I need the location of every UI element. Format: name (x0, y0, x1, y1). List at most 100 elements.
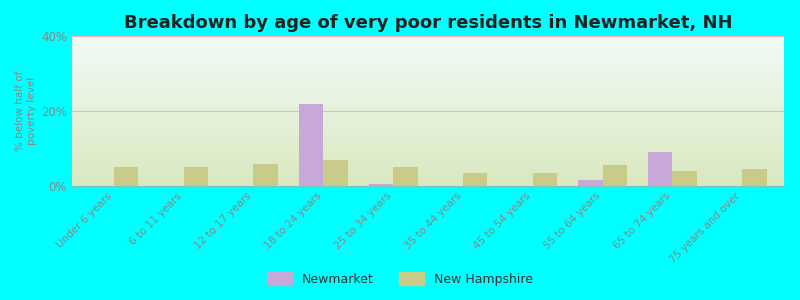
Bar (72, 150, 784, 152)
Bar (72, 184, 784, 186)
Bar (72, 172, 784, 174)
Bar (393, 167, 418, 186)
Bar (72, 93, 784, 94)
Bar (72, 158, 784, 159)
Bar (72, 117, 784, 118)
Bar (72, 183, 784, 184)
Bar (72, 69, 784, 70)
Bar (72, 92, 784, 93)
Bar (72, 76, 784, 78)
Bar (72, 50, 784, 51)
Bar (72, 82, 784, 84)
Bar (72, 167, 784, 168)
Bar (72, 45, 784, 46)
Bar (72, 140, 784, 141)
Bar (72, 129, 784, 130)
Bar (72, 123, 784, 124)
Bar (72, 84, 784, 86)
Bar (72, 120, 784, 122)
Bar (72, 42, 784, 44)
Bar (254, 164, 278, 186)
Bar (323, 160, 348, 186)
Bar (72, 180, 784, 182)
Bar (72, 105, 784, 106)
Bar (72, 136, 784, 138)
Bar (72, 54, 784, 56)
Bar (72, 171, 784, 172)
Bar (72, 88, 784, 90)
Bar (72, 63, 784, 64)
Bar (72, 108, 784, 110)
Bar (299, 103, 323, 186)
Bar (72, 156, 784, 158)
Bar (72, 48, 784, 50)
Bar (72, 99, 784, 100)
Bar (72, 135, 784, 136)
Bar (72, 114, 784, 116)
Bar (369, 184, 393, 186)
Bar (72, 130, 784, 132)
Bar (72, 182, 784, 183)
Legend: Newmarket, New Hampshire: Newmarket, New Hampshire (262, 267, 538, 291)
Bar (72, 147, 784, 148)
Bar (72, 106, 784, 108)
Bar (72, 174, 784, 176)
Bar (72, 142, 784, 144)
Bar (72, 87, 784, 88)
Bar (72, 165, 784, 166)
Bar (72, 168, 784, 170)
Bar (72, 44, 784, 45)
Bar (72, 110, 784, 111)
Bar (72, 98, 784, 99)
Bar (72, 39, 784, 40)
Bar (72, 61, 784, 63)
Bar (72, 153, 784, 154)
Bar (72, 111, 784, 112)
Bar (648, 152, 672, 186)
Bar (72, 51, 784, 52)
Bar (72, 100, 784, 102)
Bar (72, 64, 784, 66)
Bar (72, 169, 784, 171)
Bar (72, 162, 784, 164)
Bar (72, 68, 784, 69)
Bar (72, 176, 784, 177)
Bar (533, 173, 557, 186)
Bar (72, 52, 784, 54)
Bar (72, 94, 784, 96)
Bar (72, 96, 784, 98)
Bar (72, 132, 784, 134)
Bar (72, 159, 784, 160)
Bar (578, 180, 602, 186)
Bar (72, 118, 784, 120)
Bar (184, 167, 208, 186)
Bar (72, 134, 784, 135)
Bar (72, 38, 784, 39)
Bar (72, 141, 784, 142)
Bar (72, 116, 784, 117)
Bar (72, 160, 784, 162)
Title: Breakdown by age of very poor residents in Newmarket, NH: Breakdown by age of very poor residents … (124, 14, 732, 32)
Bar (602, 165, 627, 186)
Bar (72, 154, 784, 156)
Bar (72, 90, 784, 92)
Bar (72, 152, 784, 153)
Y-axis label: % below half of
poverty level: % below half of poverty level (15, 71, 37, 151)
Bar (672, 171, 697, 186)
Bar (72, 122, 784, 123)
Bar (72, 164, 784, 165)
Bar (72, 70, 784, 72)
Bar (72, 112, 784, 114)
Bar (114, 167, 138, 186)
Bar (72, 75, 784, 76)
Bar (742, 169, 766, 186)
Bar (72, 46, 784, 48)
Bar (72, 146, 784, 147)
Bar (72, 126, 784, 128)
Bar (72, 124, 784, 126)
Bar (72, 81, 784, 82)
Bar (72, 58, 784, 60)
Bar (72, 57, 784, 58)
Bar (72, 36, 784, 38)
Bar (72, 80, 784, 81)
